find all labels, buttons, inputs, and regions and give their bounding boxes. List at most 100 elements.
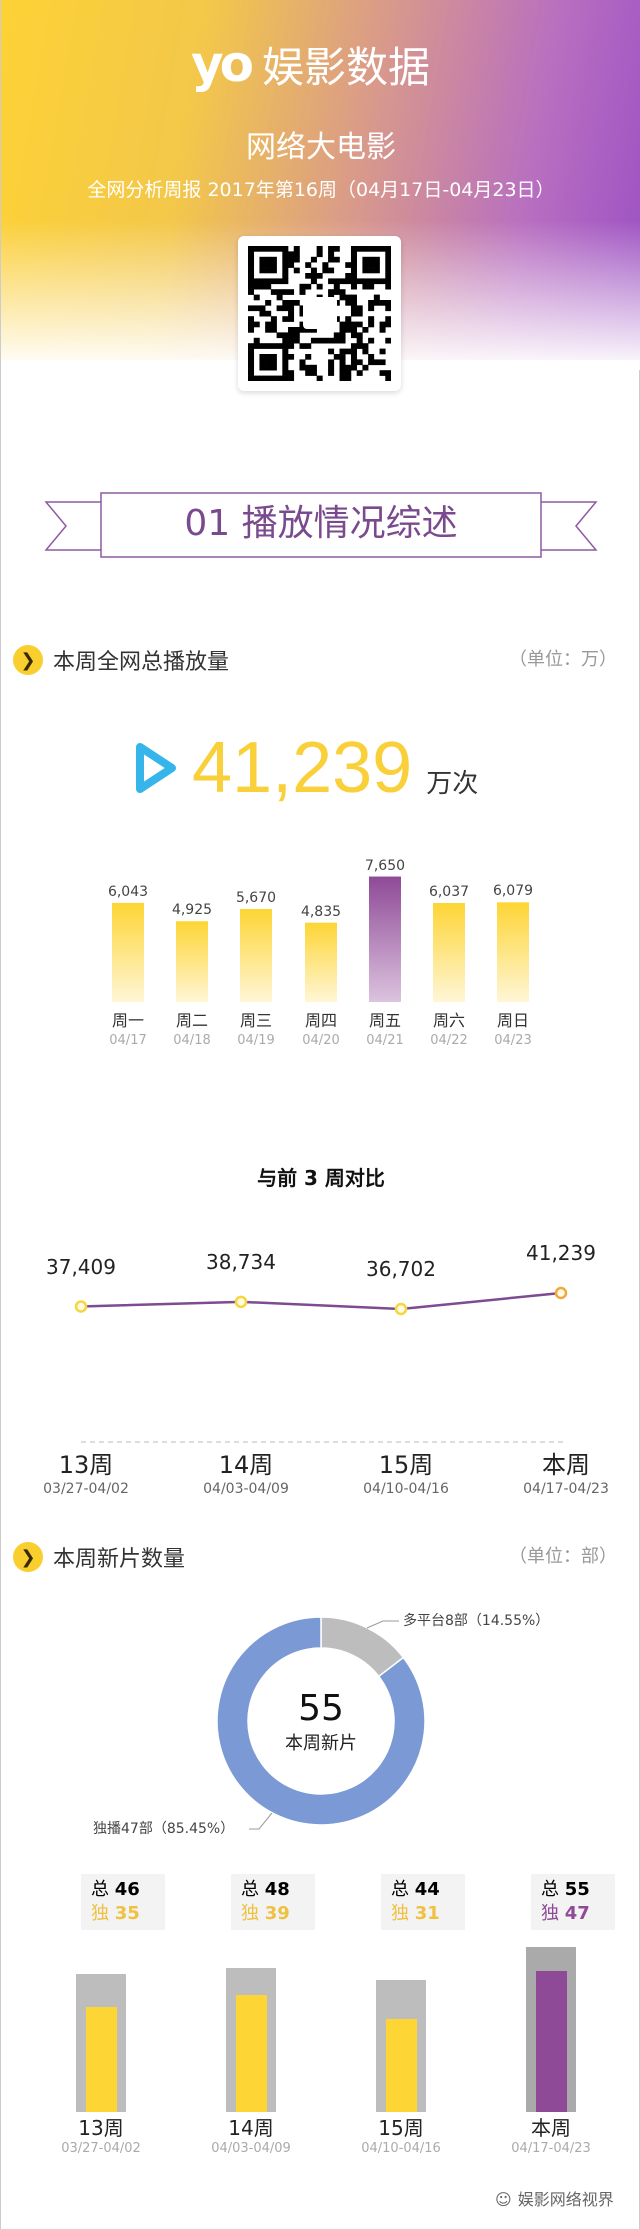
qr-module <box>288 251 295 258</box>
qr-module <box>265 283 272 290</box>
qr-module <box>333 278 340 285</box>
qr-module <box>379 278 386 285</box>
qr-module <box>368 256 375 263</box>
qr-module <box>282 375 289 382</box>
bar-category-label: 周五 <box>368 1011 401 1030</box>
qr-module <box>288 370 295 376</box>
qr-module <box>259 359 266 366</box>
qr-module <box>385 283 392 290</box>
qr-module <box>282 262 289 268</box>
qr-module <box>270 256 277 263</box>
qr-module <box>339 375 346 382</box>
compare-title: 与前 3 周对比 <box>257 1166 385 1190</box>
qr-module <box>350 321 357 328</box>
qr-module <box>345 262 352 268</box>
line-point <box>74 1300 88 1313</box>
section-title: 本周全网总播放量 <box>53 650 230 675</box>
qr-module <box>305 327 312 333</box>
donut-center-value: 55 <box>298 1688 344 1729</box>
qr-module <box>288 316 295 322</box>
exclusive-prefix: 独 <box>91 1903 109 1924</box>
qr-module <box>350 256 357 263</box>
qr-module <box>368 321 375 328</box>
qr-module <box>299 327 306 333</box>
qr-module <box>333 337 340 344</box>
qr-module <box>293 246 300 252</box>
qr-module <box>379 321 386 328</box>
page-subtitle: 全网分析周报 2017年第16周（04月17日-04月23日） <box>87 179 555 201</box>
qr-module <box>368 267 375 274</box>
qr-module <box>253 375 260 382</box>
logo: yo 娱影数据 <box>191 35 471 93</box>
qr-module <box>350 305 357 312</box>
qr-module <box>356 246 363 252</box>
qr-module <box>265 359 272 366</box>
qr-module <box>333 332 340 339</box>
qr-module <box>288 305 295 312</box>
qr-module <box>316 246 323 252</box>
qr-module <box>276 246 283 252</box>
qr-module <box>310 327 317 333</box>
qr-module <box>248 246 255 252</box>
leader-line <box>366 1620 399 1629</box>
qr-module <box>328 278 335 285</box>
total-plays: 41,239 万次 <box>134 728 478 808</box>
qr-module <box>362 262 369 268</box>
bar-category-label: 周日 <box>496 1011 529 1030</box>
week-label: 15周 <box>378 1451 434 1479</box>
qr-module <box>282 256 289 263</box>
qr-module <box>293 267 300 274</box>
total-prefix: 总 <box>541 1879 559 1900</box>
qr-module <box>316 375 323 382</box>
qr-module <box>282 348 289 355</box>
qr-module <box>288 337 295 344</box>
qr-module <box>259 278 266 285</box>
qr-module <box>310 337 317 344</box>
qr-module <box>385 316 392 322</box>
week-label: 本周 <box>542 1451 590 1479</box>
qr-module <box>350 332 357 339</box>
exclusive-count: 独 35 <box>91 1902 155 1926</box>
exclusive-count: 独 47 <box>541 1902 605 1926</box>
weekly-line-chart <box>74 1286 568 1443</box>
week-count-box: 总 46 独 35 <box>81 1874 165 1930</box>
qr-module <box>385 246 392 252</box>
qr-module <box>356 310 363 317</box>
qr-module <box>339 278 346 285</box>
qr-module <box>328 246 335 252</box>
qr-module <box>265 364 272 371</box>
qr-module <box>350 294 357 301</box>
qr-module <box>293 327 300 333</box>
qr-module <box>339 321 346 328</box>
bar-date-label: 04/21 <box>366 1033 404 1048</box>
qr-module <box>253 278 260 285</box>
qr-module <box>270 321 277 328</box>
donut-center-label: 本周新片 <box>285 1733 357 1754</box>
qr-module <box>379 246 386 252</box>
qr-module <box>385 305 392 312</box>
qr-module <box>356 332 363 339</box>
qr-module <box>305 283 312 290</box>
week-date-label: 03/27-04/02 <box>43 1481 129 1497</box>
line-value-label: 38,734 <box>206 1249 276 1274</box>
qr-module <box>362 343 369 349</box>
qr-module <box>339 359 346 366</box>
qr-module <box>265 354 272 360</box>
qr-module <box>350 251 357 258</box>
qr-module <box>305 343 312 349</box>
qr-module <box>333 256 340 263</box>
bar-周六 <box>433 902 465 1002</box>
qr-module <box>265 300 272 306</box>
qr-module <box>299 289 306 295</box>
banner-label: 01 播放情况综述 <box>184 503 458 544</box>
chevron-right-icon: ❯ <box>13 1542 43 1572</box>
qr-module <box>362 348 369 355</box>
qr-module <box>385 267 392 274</box>
qr-module <box>362 364 369 371</box>
new-films-donut <box>216 1616 426 1830</box>
qr-module <box>259 343 266 349</box>
qr-module <box>310 256 317 263</box>
qr-module <box>322 337 329 344</box>
qr-module <box>356 321 363 328</box>
qr-module <box>282 370 289 376</box>
